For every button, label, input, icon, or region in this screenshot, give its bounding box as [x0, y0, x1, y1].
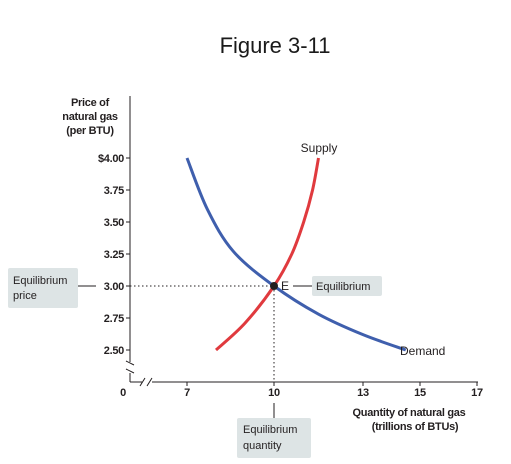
equilibrium-price-callout-box	[8, 268, 78, 308]
equilibrium-point-label: E	[281, 279, 289, 293]
x-axis-break	[139, 377, 153, 387]
y-tick-label: 3.75	[104, 185, 124, 197]
x-axis-label-line-2: (trillions of BTUs)	[372, 421, 459, 433]
origin-label: 0	[120, 387, 126, 399]
x-tick-label: 10	[268, 387, 280, 399]
y-axis-label-line-3: (per BTU)	[66, 125, 114, 137]
x-tick-label: 7	[184, 387, 190, 399]
supply-curve	[214, 157, 320, 352]
x-tick-label: 15	[414, 387, 426, 399]
demand-curve	[185, 157, 407, 352]
equilibrium-callout-text: Equilibrium	[316, 281, 370, 293]
y-axis-label-line-2: natural gas	[62, 111, 118, 123]
equilibrium-point	[270, 282, 278, 290]
y-tick-label: 2.75	[104, 313, 124, 325]
equilibrium-callout-box	[312, 276, 382, 296]
equilibrium-price-callout-line-2: price	[13, 290, 37, 302]
reference-lines	[130, 285, 275, 382]
tick-labels: $4.00 3.75 3.50 3.25 3.00 2.75 2.50 7 10 13 15 17	[98, 153, 483, 399]
y-tick-label: $4.00	[98, 153, 124, 165]
y-tick-label: 2.50	[104, 345, 124, 357]
chart-axes	[125, 96, 478, 387]
y-tick-label: 3.25	[104, 249, 124, 261]
y-axis-break	[125, 360, 135, 374]
y-tick-label: 3.50	[104, 217, 124, 229]
equilibrium-quantity-callout-line-2: quantity	[243, 440, 282, 452]
equilibrium-price-callout-line-1: Equilibrium	[13, 275, 67, 287]
demand-curve-label: Demand	[400, 344, 445, 358]
x-tick-label: 17	[471, 387, 483, 399]
figure-title: Figure 3-11	[220, 33, 331, 58]
x-axis-label-line-1: Quantity of natural gas	[353, 407, 466, 419]
equilibrium-quantity-callout-line-1: Equilibrium	[243, 424, 297, 436]
supply-curve-label: Supply	[301, 141, 338, 155]
y-axis-label-line-1: Price of	[71, 97, 110, 109]
x-tick-label: 13	[357, 387, 369, 399]
equilibrium-quantity-callout-box	[237, 418, 311, 458]
y-tick-label: 3.00	[104, 281, 124, 293]
chart-curves	[185, 157, 407, 352]
